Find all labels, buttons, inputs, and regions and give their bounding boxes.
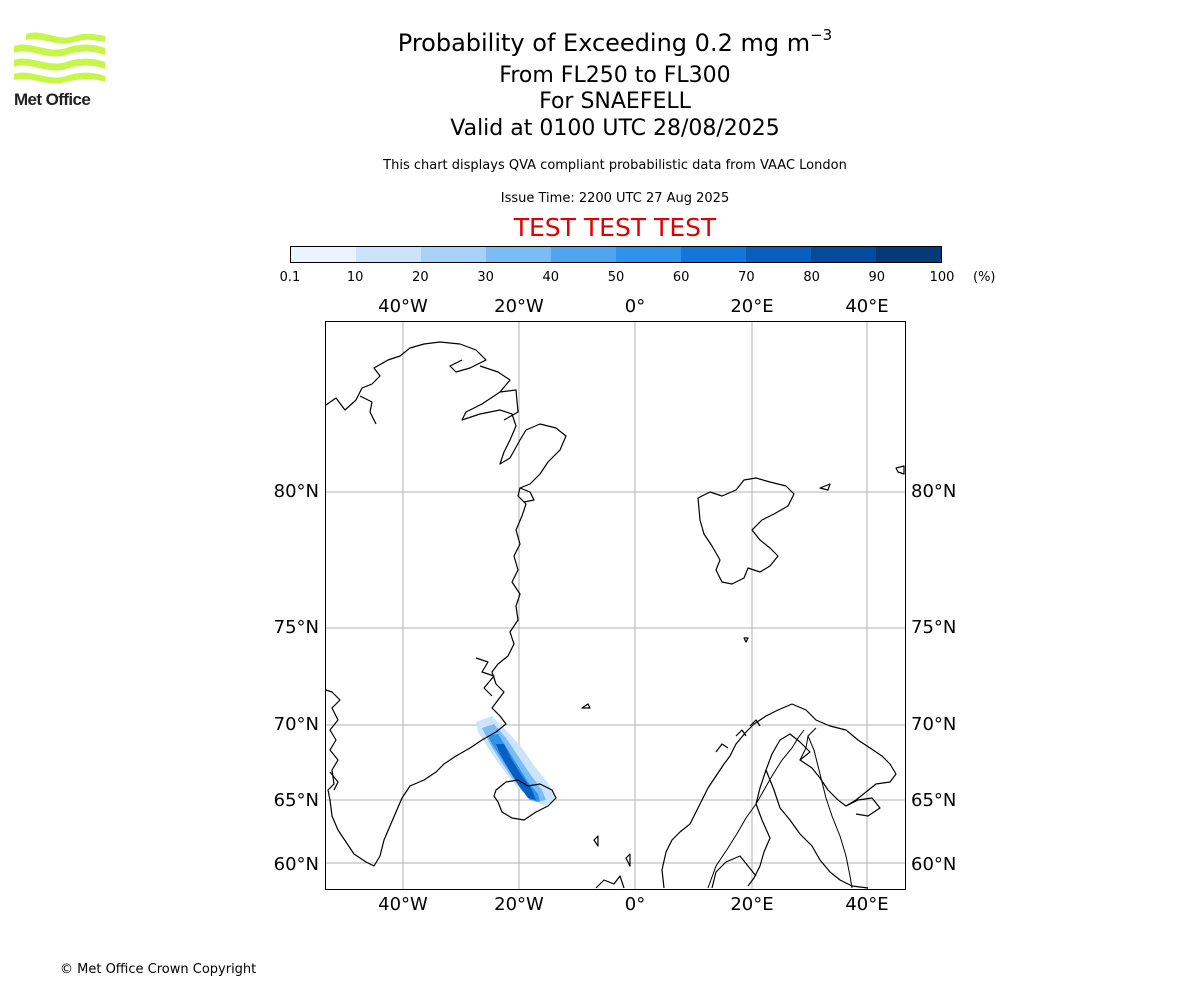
coastline-scotland	[595, 875, 625, 889]
colorbar-segment	[356, 247, 421, 262]
lon-label-top: 40°E	[845, 296, 888, 317]
lat-label-left: 70°N	[274, 714, 319, 735]
colorbar-tick-label: 60	[672, 270, 690, 285]
lat-label-right: 75°N	[911, 617, 956, 638]
coastline-greenland-fjord-2	[519, 487, 535, 503]
coastline-shetland	[625, 853, 631, 867]
chart-title: Probability of Exceeding 0.2 mg m−3	[0, 26, 1200, 57]
colorbar-tick-label: 90	[868, 270, 886, 285]
colorbar-tick-label: 20	[412, 270, 429, 285]
country-borders	[707, 727, 853, 889]
colorbar-segment	[811, 247, 876, 262]
colorbar-segment	[551, 247, 616, 262]
met-office-waves-icon	[14, 32, 105, 84]
met-office-logo: Met Office	[14, 30, 114, 112]
lon-label-top: 40°W	[378, 296, 428, 317]
lat-label-left: 80°N	[274, 481, 319, 502]
lat-labels-left: 80°N 75°N 70°N 65°N 60°N	[274, 481, 319, 875]
coastline-scandinavia	[661, 703, 897, 889]
colorbar-tick-label: 70	[738, 270, 755, 285]
colorbar-unit: (%)	[973, 270, 996, 285]
coastline-greenland-fjord-1	[499, 389, 519, 421]
lat-label-right: 70°N	[911, 714, 956, 735]
colorbar-segment	[876, 247, 941, 262]
coastline-jan-mayen	[581, 703, 591, 709]
colorbar-segment	[486, 247, 551, 262]
coastline-svalbard-island	[819, 483, 831, 491]
valid-time: Valid at 0100 UTC 28/08/2025	[450, 116, 780, 141]
coastline-greenland-fjord-3	[475, 657, 495, 697]
map-frame	[325, 321, 906, 890]
copyright-notice: © Met Office Crown Copyright	[60, 962, 257, 977]
coastline-greenland-fjord-5	[329, 771, 339, 791]
border-norway-sweden	[707, 729, 805, 889]
chart-title-text: Probability of Exceeding 0.2 mg m	[397, 29, 811, 57]
lat-label-right: 65°N	[911, 790, 956, 811]
coastline-faroe	[593, 835, 599, 847]
lon-labels-bottom: 40°W 20°W 0° 20°E 40°E	[378, 894, 888, 915]
lon-label-bottom: 40°W	[378, 894, 428, 915]
colorbar-tick-label: 30	[477, 270, 494, 285]
lon-label-bottom: 0°	[625, 894, 645, 915]
colorbar-segment	[421, 247, 486, 262]
colorbar-tick-label: 40	[542, 270, 560, 285]
test-label: TEST TEST TEST	[513, 213, 717, 242]
lat-label-right: 60°N	[911, 854, 956, 875]
lon-label-top: 20°E	[730, 296, 773, 317]
volcano-name: For SNAEFELL	[539, 89, 691, 114]
coastline-gulf-of-bothnia	[765, 769, 869, 889]
coastline-franz-josef-island	[895, 465, 905, 475]
lat-label-left: 75°N	[274, 617, 319, 638]
coastline-svalbard	[697, 477, 795, 585]
border-sweden-finland	[799, 727, 817, 761]
chart-title-unit-exponent: −3	[810, 26, 833, 44]
colorbar-segment	[746, 247, 811, 262]
ash-probability-plume	[476, 716, 556, 806]
colorbar-tick-label: 50	[607, 270, 625, 285]
lat-labels-right: 80°N 75°N 70°N 65°N 60°N	[911, 481, 956, 875]
lon-label-bottom: 20°E	[730, 894, 773, 915]
colorbar-tick-label: 10	[346, 270, 364, 285]
issue-time: Issue Time: 2200 UTC 27 Aug 2025	[500, 191, 730, 206]
colorbar-segment	[616, 247, 681, 262]
lon-label-bottom: 40°E	[845, 894, 888, 915]
coastlines	[325, 341, 905, 889]
lat-label-left: 65°N	[274, 790, 319, 811]
coastline-norway-islands	[715, 719, 761, 753]
chart-info-text: This chart displays QVA compliant probab…	[383, 158, 847, 173]
colorbar-segment	[291, 247, 356, 262]
coastline-greenland	[325, 341, 567, 867]
border-finland-russia	[807, 735, 853, 889]
coastline-greenland-fjord-4	[359, 395, 377, 425]
lat-label-right: 80°N	[911, 481, 956, 502]
probability-colorbar	[290, 246, 942, 263]
coastline-white-sea	[845, 797, 881, 817]
flight-level-range: From FL250 to FL300	[499, 63, 731, 88]
lon-label-top: 0°	[625, 296, 645, 317]
lon-labels-top: 40°W 20°W 0° 20°E 40°E	[378, 296, 888, 317]
coastline-iceland	[493, 779, 557, 821]
colorbar-tick-label: 0.1	[279, 270, 301, 285]
lon-label-top: 20°W	[494, 296, 544, 317]
colorbar-segment	[681, 247, 746, 262]
met-office-logo-text: Met Office	[14, 90, 91, 109]
map-gridlines	[326, 322, 905, 889]
colorbar-tick-label: 80	[803, 270, 820, 285]
lat-label-left: 60°N	[274, 854, 319, 875]
coastline-bear-island	[743, 637, 749, 643]
colorbar-tick-label: 100	[929, 270, 955, 285]
plume-core-probability	[496, 744, 536, 800]
lon-label-bottom: 20°W	[494, 894, 544, 915]
